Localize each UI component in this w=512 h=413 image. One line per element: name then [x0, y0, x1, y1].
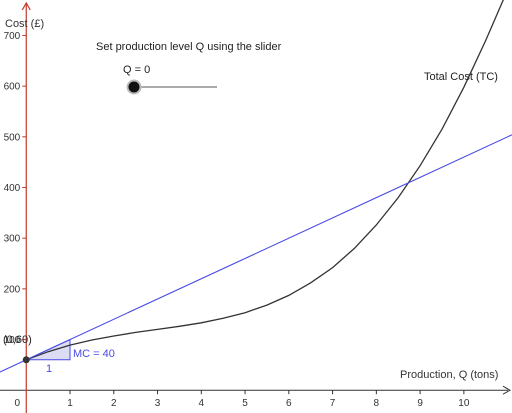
run-label: 1 — [46, 363, 52, 375]
y-tick-label: 500 — [4, 132, 21, 143]
slider-handle[interactable] — [126, 79, 142, 95]
y-tick-label: 700 — [4, 31, 21, 42]
x-tick-label: 5 — [242, 398, 248, 409]
tc-curve — [26, 0, 504, 361]
x-tick-label: 3 — [155, 398, 161, 409]
y-tick-label: 600 — [4, 82, 21, 93]
x-axis-arrow — [502, 385, 512, 395]
x-tick-label: 8 — [374, 398, 380, 409]
y-tick-label: 400 — [4, 183, 21, 194]
y-axis-title: Cost (£) — [5, 18, 44, 30]
tc-series-label: Total Cost (TC) — [424, 71, 498, 83]
tick-layer: 0 1 2 3 4 5 6 7 8 9 10 100 200 300 400 500 600 700 — [4, 31, 470, 409]
point-label: (0,60) — [3, 334, 32, 346]
slider-value-label: Q = 0 — [123, 64, 150, 76]
y-tick-label: 100 — [4, 335, 21, 346]
x-tick-label: 0 — [14, 398, 20, 409]
x-tick-label: 6 — [286, 398, 292, 409]
slider-instruction: Set production level Q using the slider — [96, 41, 282, 53]
x-axis-title: Production, Q (tons) — [400, 369, 498, 381]
x-tick-label: 2 — [111, 398, 117, 409]
x-tick-label: 10 — [458, 398, 470, 409]
y-tick-label: 300 — [4, 234, 21, 245]
x-tick-label: 4 — [199, 398, 205, 409]
intercept-point — [22, 356, 30, 364]
x-tick-label: 7 — [330, 398, 336, 409]
mc-tangent-line — [0, 134, 512, 373]
mc-label: MC = 40 — [73, 348, 115, 360]
y-axis-arrow — [21, 1, 31, 11]
x-tick-label: 9 — [417, 398, 423, 409]
y-tick-label: 200 — [4, 284, 21, 295]
x-tick-label: 1 — [67, 398, 73, 409]
series-layer — [0, 0, 512, 373]
